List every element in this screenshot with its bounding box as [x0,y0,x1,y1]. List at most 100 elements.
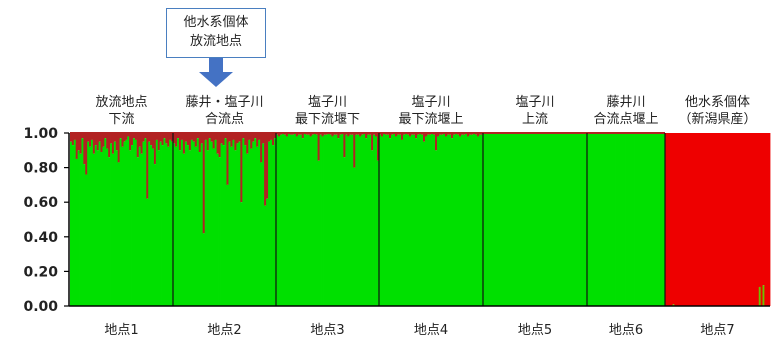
bar-green-segment [557,133,560,306]
group-label-line: 藤井・塩子川 [185,95,263,110]
bar-red-segment [706,133,709,306]
bar-green-segment [523,133,526,306]
bar-green-segment [493,133,496,306]
bar-green-segment [577,133,580,306]
bar-red-segment [317,133,320,161]
bar-green-segment [117,162,120,306]
bar-red-segment [134,133,138,140]
bar-green-segment [529,133,532,306]
bar-green-segment [383,133,386,306]
bar-green-segment [509,133,512,306]
bar-red-segment [687,133,690,306]
bar-green-segment [491,133,494,306]
bar-red-segment [685,133,688,306]
bar-red-segment [277,133,281,137]
bar-green-segment [155,139,159,306]
bar-green-segment [153,164,157,306]
bar-green-segment [501,133,504,306]
bar-red-segment [676,133,679,306]
bar-green-segment [549,133,552,306]
bar-green-segment [381,136,384,306]
bar-red-segment [337,133,340,139]
bar-red-segment [155,133,159,140]
bar-green-segment [413,134,416,306]
bar-green-segment [178,150,182,306]
bar-red-segment [691,133,694,306]
bar-green-segment [585,133,588,306]
bar-red-segment [176,133,180,139]
bar-green-segment [651,133,654,306]
bar-red-segment [477,133,480,137]
bar-green-segment [87,141,90,306]
bar-green-segment [353,167,356,306]
bar-green-segment [108,157,111,306]
bar-green-segment [345,134,348,306]
bar-red-segment [131,133,134,146]
bar-green-segment [113,141,117,306]
bar-green-segment [489,133,492,306]
bar-green-segment [204,139,208,306]
bar-red-segment [409,133,412,137]
bar-green-segment [443,133,446,306]
bar-red-segment [747,133,750,306]
bar-green-segment [194,146,198,306]
bar-red-segment [216,133,219,154]
bar-red-segment [81,133,84,139]
bar-green-segment [281,133,285,306]
bar-green-segment [461,134,464,306]
bar-red-segment [708,133,711,306]
bar-green-segment [387,134,390,306]
bar-green-segment [567,133,570,306]
bar-green-segment [423,141,426,306]
bar-green-segment [333,134,336,306]
bar-green-segment [96,150,100,306]
bar-green-segment [393,133,396,306]
bar-red-segment [167,133,170,147]
bar-green-segment [609,133,613,306]
bar-red-segment [758,133,762,287]
bar-red-segment [713,133,717,306]
bar-red-segment [266,133,269,199]
bar-red-segment [423,133,426,142]
bar-green-segment [634,133,637,306]
bar-green-segment [81,138,84,306]
bar-red-segment [270,133,273,140]
site-tick-label: 地点3 [310,323,344,338]
bar-green-segment [70,141,73,306]
bar-red-segment [119,133,122,139]
bar-red-segment [254,133,257,139]
bar-red-segment [666,133,670,306]
bar-red-segment [153,133,157,165]
bar-red-segment [184,133,188,142]
bar-red-segment [117,133,120,163]
bar-red-segment [695,133,698,306]
group-label-line: 藤井川 [606,95,645,110]
bar-green-segment [537,133,540,306]
bar-green-segment [264,205,267,306]
bar-green-segment [611,133,615,306]
bar-green-segment [111,153,115,306]
bar-green-segment [663,133,666,306]
bar-green-segment [242,138,245,306]
bar-red-segment [113,133,117,142]
bar-red-segment [389,133,392,139]
bar-green-segment [136,157,140,306]
bar-green-segment [276,134,279,306]
bar-red-segment [665,133,668,306]
bar-green-segment [469,134,472,306]
bar-green-segment [230,146,233,306]
bar-red-segment [365,133,368,139]
y-tick-label: 0.80 [23,161,58,177]
group-label-line: 塩子川 [515,95,554,110]
bar-red-segment [678,133,681,306]
bar-green-segment [232,139,235,306]
bar-green-segment [295,136,299,306]
bar-green-segment [171,141,174,306]
bar-red-segment [204,133,208,140]
bar-green-segment [100,152,103,306]
bar-red-segment [161,133,164,146]
bar-green-segment [169,139,172,306]
bar-red-segment [218,133,221,158]
bar-green-segment [587,133,590,306]
bar-green-segment [134,139,138,306]
